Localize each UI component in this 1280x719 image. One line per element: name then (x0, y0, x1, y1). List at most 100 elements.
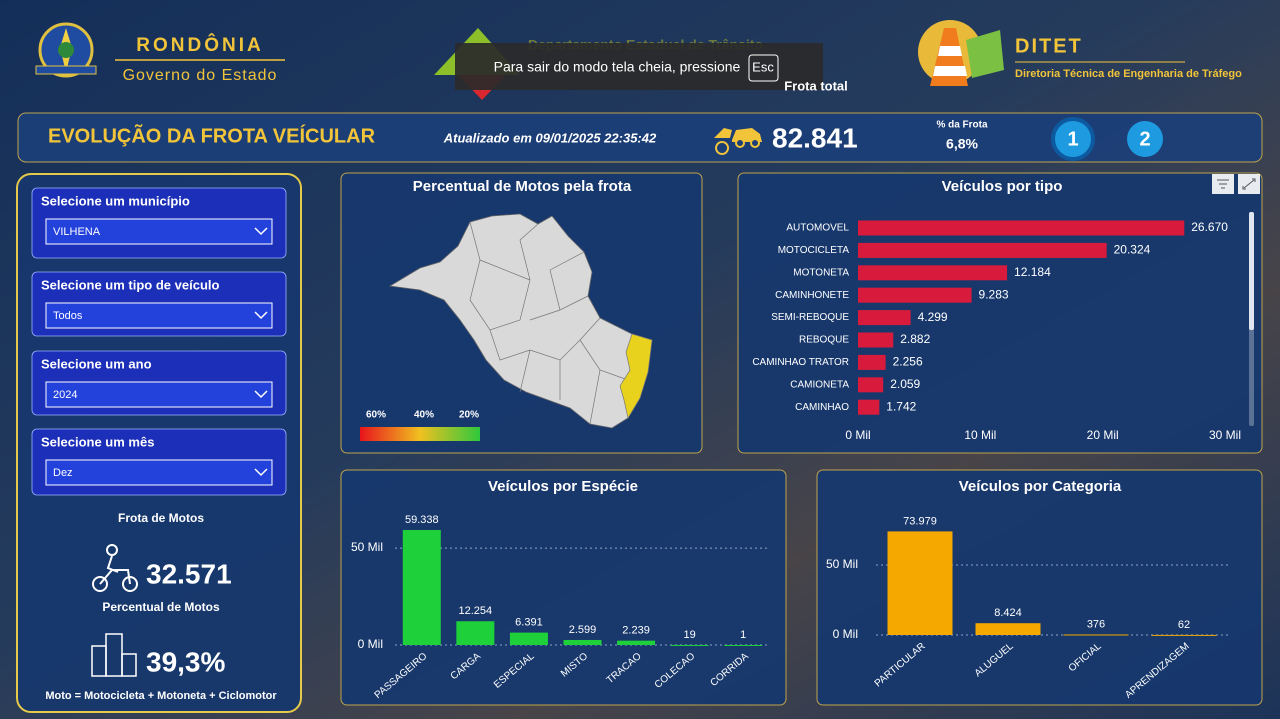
moto-share-label: Percentual de Motos (102, 600, 220, 614)
focus-icon-glyph (1242, 178, 1256, 190)
bar[interactable] (887, 531, 953, 635)
x-tick-label: 30 Mil (1209, 428, 1241, 442)
species-panel (340, 469, 787, 706)
y-tick-label: CAMINHAO (795, 402, 849, 413)
y-tick-label: MOTONETA (793, 267, 849, 278)
y-tick-label: CAMINHONETE (775, 290, 849, 301)
state-name: RONDÔNIA (136, 34, 263, 56)
share-label: % da Frota (936, 120, 988, 131)
value-label: 376 (1087, 618, 1105, 630)
value-label: 9.283 (979, 287, 1009, 301)
chart-title: Veículos por tipo (942, 178, 1063, 195)
value-label: 2.239 (622, 625, 650, 637)
bar[interactable] (858, 220, 1185, 236)
dropdown-arrow[interactable] (254, 227, 268, 236)
share-value: 6,8% (946, 136, 978, 152)
y-tick-label: 0 Mil (358, 637, 383, 651)
bar[interactable] (617, 640, 656, 645)
ditet-logo (918, 20, 1004, 86)
y-tick-label: 50 Mil (826, 557, 858, 571)
x-tick-label: 10 Mil (964, 428, 996, 442)
value-label: 4.299 (918, 310, 948, 324)
bar[interactable] (563, 639, 602, 645)
chart-title: Veículos por Espécie (488, 478, 638, 495)
moto-footnote: Moto = Motocicleta + Motoneta + Ciclomot… (45, 690, 277, 702)
x-tick-label: 0 Mil (845, 428, 870, 442)
filter-value[interactable]: Todos (53, 310, 83, 322)
y-tick-label: CAMIONETA (790, 379, 849, 390)
value-label: 1.742 (886, 399, 916, 413)
bar[interactable] (975, 623, 1041, 635)
scrollbar-thumb[interactable] (1249, 212, 1254, 330)
bar[interactable] (1063, 634, 1129, 636)
bar[interactable] (858, 265, 1008, 281)
filter-dropdown[interactable] (45, 302, 273, 329)
value-label: 6.391 (515, 617, 543, 629)
bar[interactable] (724, 644, 763, 646)
vehicle-icon (714, 128, 762, 155)
filter-dropdown[interactable] (45, 218, 273, 245)
dropdown-arrow[interactable] (254, 390, 268, 399)
bar[interactable] (858, 242, 1107, 258)
moto-fleet-label: Frota de Motos (118, 511, 204, 525)
value-label: 62 (1178, 619, 1190, 631)
y-tick-label: 0 Mil (833, 627, 858, 641)
y-tick-label: REBOQUE (799, 335, 849, 346)
dropdown-arrow[interactable] (254, 468, 268, 477)
category-panel (816, 469, 1263, 706)
page-button-label[interactable]: 1 (1067, 128, 1078, 150)
bar[interactable] (858, 354, 886, 370)
fleet-label: Frota total (784, 78, 848, 93)
agency-name: DITET (1015, 35, 1083, 57)
title-bar (17, 112, 1263, 163)
value-label: 2.256 (893, 355, 923, 369)
page-button-label[interactable]: 2 (1139, 128, 1150, 150)
y-tick-label: AUTOMOVEL (786, 223, 849, 234)
value-label: 12.184 (1014, 265, 1051, 279)
value-label: 8.424 (994, 607, 1022, 619)
value-label: 2.599 (569, 624, 597, 636)
fleet-total: 82.841 (772, 122, 858, 153)
bar[interactable] (402, 529, 441, 645)
bar[interactable] (509, 632, 548, 645)
colorbar-label: 60% (366, 410, 386, 421)
bar[interactable] (670, 644, 709, 646)
filters: Selecione um município VILHENA Selecione u… (31, 187, 287, 496)
colorbar-label: 20% (459, 410, 479, 421)
filter-value[interactable]: Dez (53, 467, 73, 479)
moto-share-value: 39,3% (146, 646, 225, 677)
filter-value[interactable]: 2024 (53, 389, 77, 401)
agency-subtitle: Diretoria Técnica de Engenharia de Tráfe… (1015, 68, 1242, 80)
bar[interactable] (456, 621, 495, 645)
moto-fleet-value: 32.571 (146, 558, 232, 589)
page-button[interactable]: 1 (1051, 117, 1095, 161)
dropdown-arrow[interactable] (254, 311, 268, 320)
filter-label: Selecione um município (41, 193, 190, 208)
value-label: 2.882 (900, 332, 930, 346)
updated-at: Atualizado em 09/01/2025 22:35:42 (443, 130, 657, 145)
bar[interactable] (858, 287, 972, 303)
page-button[interactable]: 2 (1127, 121, 1163, 157)
fullscreen-notice-bg (455, 43, 823, 90)
y-tick-label: CAMINHAO TRATOR (752, 357, 849, 368)
y-tick-label: 50 Mil (351, 540, 383, 554)
esc-key: Esc (752, 59, 774, 74)
bar[interactable] (1151, 634, 1217, 636)
bar[interactable] (858, 377, 884, 393)
filter-dropdown[interactable] (45, 381, 273, 408)
bar[interactable] (858, 332, 894, 348)
y-tick-label: MOTOCICLETA (778, 245, 850, 256)
podium-icon (91, 633, 137, 677)
filter-dropdown[interactable] (45, 459, 273, 486)
state-map (360, 213, 653, 441)
value-label: 73.979 (903, 515, 937, 527)
filter-value[interactable]: VILHENA (53, 226, 101, 238)
bar[interactable] (858, 310, 911, 326)
filter-label: Selecione um ano (41, 356, 152, 371)
state-subtitle: Governo do Estado (123, 67, 278, 84)
page-button-bg[interactable] (1127, 121, 1163, 157)
page-button-bg[interactable] (1051, 117, 1095, 161)
bar[interactable] (858, 399, 880, 415)
state-emblem (35, 22, 97, 78)
esc-key-box (748, 54, 779, 82)
